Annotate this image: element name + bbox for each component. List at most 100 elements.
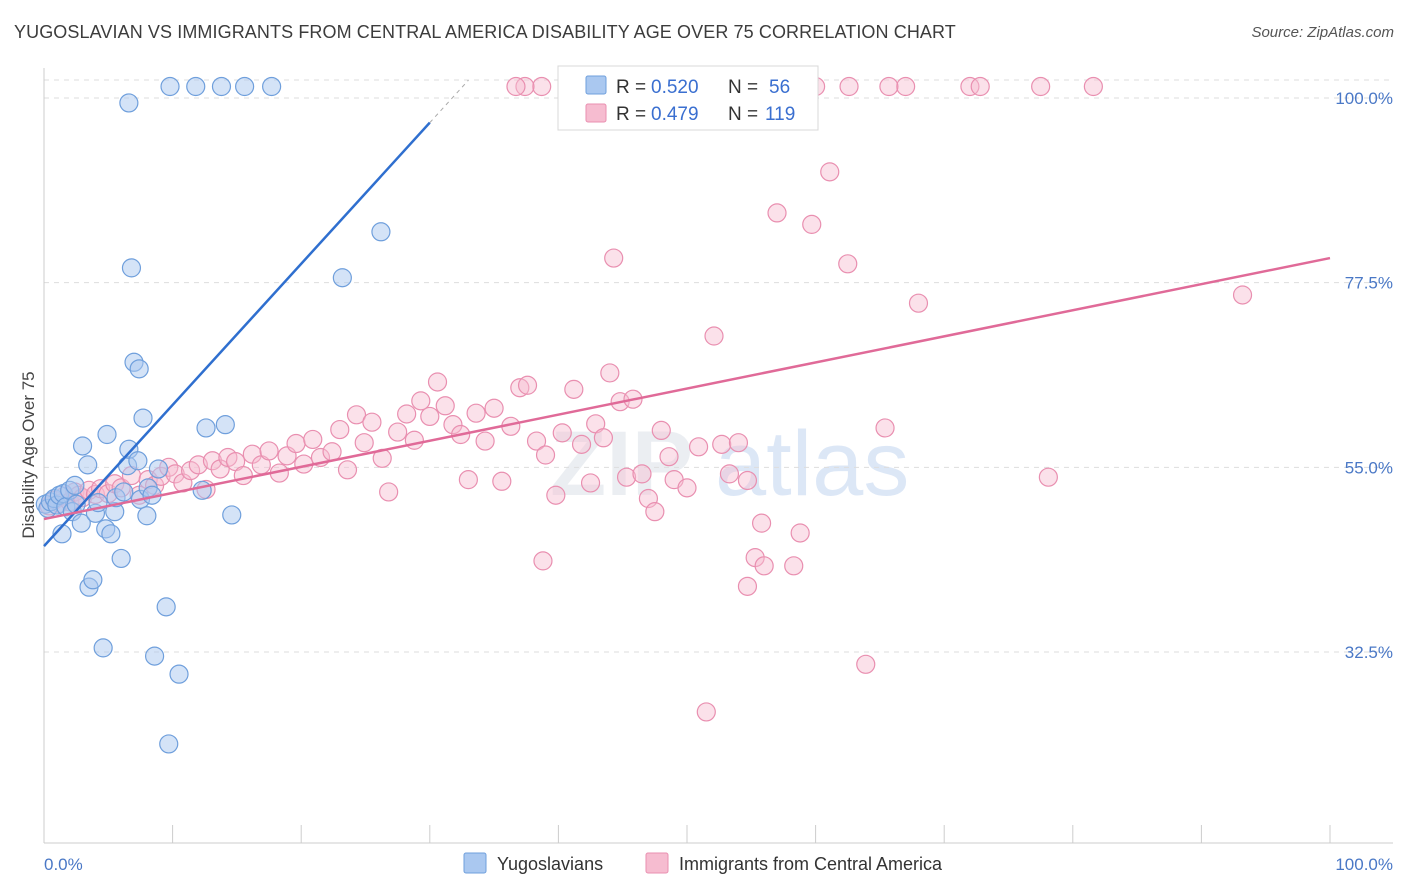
yugoslavians-point-21 [101,524,121,544]
yugoslavians-point-35 [137,506,157,526]
bottom-legend-swatch-yugoslavians [463,852,487,874]
watermark: ZIP atlas [550,413,909,515]
yugoslavians-point-25 [114,482,134,502]
immigrants-point-86 [696,702,716,722]
immigrants-point-98 [820,162,840,182]
immigrants-point-49 [404,430,424,450]
legend-n-label-2: N = [728,104,758,125]
immigrants-point-41 [337,460,358,480]
immigrants-point-118 [737,576,758,596]
immigrants-point-68 [552,423,572,443]
immigrants-point-57 [466,403,486,423]
y-tick-label-1: 77.5% [1345,274,1393,293]
yugoslavians-point-45 [192,480,212,500]
immigrants-point-102 [896,76,916,97]
legend-r-value-1: 0.520 [651,77,699,98]
yugoslavians-point-48 [215,415,235,435]
immigrants-point-117 [751,513,772,533]
immigrants-point-62 [510,378,530,398]
immigrants-point-81 [651,420,671,440]
immigrants-point-64 [526,431,547,451]
yugoslavians-trend-line [43,121,431,547]
svg-text:ZIP: ZIP [550,413,693,515]
immigrants-point-82 [659,447,679,467]
immigrants-point-40 [330,419,350,440]
immigrants-point-108 [1038,467,1058,487]
legend-swatch-yugoslavians [585,75,607,95]
yugoslavians-point-44 [186,76,206,97]
immigrants-point-114 [532,76,552,97]
immigrants-point-48 [397,404,417,424]
yugoslavians-point-42 [160,76,180,97]
immigrants-point-60 [492,471,512,491]
immigrants-point-80 [645,502,665,522]
immigrants-point-104 [960,76,980,97]
immigrants-point-56 [458,470,478,490]
yugoslavians-point-55 [65,475,85,495]
immigrants-point-101 [875,418,895,438]
immigrants-point-29 [233,465,253,486]
source-label: Source: ZipAtlas.com [1251,24,1394,41]
immigrants-point-23 [188,455,208,475]
trend-lines [43,79,1331,547]
correlation-legend: R = 0.520 N = 56 R = 0.479 N = 119 [557,65,819,131]
bottom-legend-swatch-immigrants [645,852,669,874]
immigrants-point-26 [210,459,230,479]
y-tick-label-3: 32.5% [1345,643,1393,662]
bottom-legend-label-yugoslavians: Yugoslavians [497,854,603,874]
chart-title: YUGOSLAVIAN VS IMMIGRANTS FROM CENTRAL A… [14,22,956,42]
immigrants-point-95 [784,556,804,576]
immigrants-point-87 [704,326,724,346]
y-tick-label-0: 100.0% [1335,89,1393,108]
series-legend: Yugoslavians Immigrants from Central Ame… [463,852,943,874]
immigrants-point-67 [546,485,566,505]
immigrants-point-66 [535,445,556,465]
immigrants-point-42 [346,405,367,425]
legend-n-label-1: N = [728,77,758,98]
immigrants-point-110 [604,248,624,268]
legend-r-label-1: R = [616,77,646,98]
yugoslavians-point-52 [332,268,352,288]
yugoslavians-point-13 [78,455,98,475]
y-axis-label: Disability Age Over 75 [19,371,38,538]
immigrants-point-37 [303,429,323,450]
immigrants-point-32 [259,441,279,461]
immigrants-point-106 [1031,76,1051,97]
immigrants-point-116 [506,76,526,97]
yugoslavians-point-12 [72,436,93,456]
immigrants-point-89 [719,464,740,484]
immigrants-point-71 [580,473,601,493]
yugoslavians-point-41 [159,734,179,754]
yugoslavians-point-34 [133,408,153,428]
immigrants-point-69 [564,379,584,399]
immigrants-point-50 [411,391,431,411]
immigrants-point-51 [420,406,440,427]
immigrants-point-76 [616,467,637,487]
immigrants-point-53 [435,396,455,416]
immigrants-point-25 [202,451,223,471]
immigrants-point-103 [908,293,929,313]
immigrants-point-85 [688,437,709,457]
legend-n-value-1: 56 [769,77,790,98]
yugoslavians-point-20 [97,424,117,445]
immigrants-point-70 [571,434,592,454]
yugoslavians-point-28 [119,93,139,113]
immigrants-point-46 [379,482,399,502]
immigrants-point-44 [362,412,382,432]
legend-r-label-2: R = [616,104,646,125]
immigrants-point-65 [533,551,553,571]
immigrants-point-73 [593,428,614,448]
immigrants-point-112 [839,76,859,97]
yugoslavians-point-53 [371,222,391,242]
immigrants-point-54 [443,415,463,435]
immigrants-point-74 [600,363,620,383]
yugoslavians-point-39 [148,459,169,479]
immigrants-point-84 [677,478,697,498]
yugoslavians-point-51 [262,76,282,97]
immigrants-point-43 [354,433,374,453]
immigrants-point-22 [181,461,201,481]
immigrants-point-59 [484,398,504,418]
yugoslavians-point-32 [129,359,149,379]
yugoslavians-point-38 [144,646,165,666]
immigrants-point-90 [728,433,749,453]
